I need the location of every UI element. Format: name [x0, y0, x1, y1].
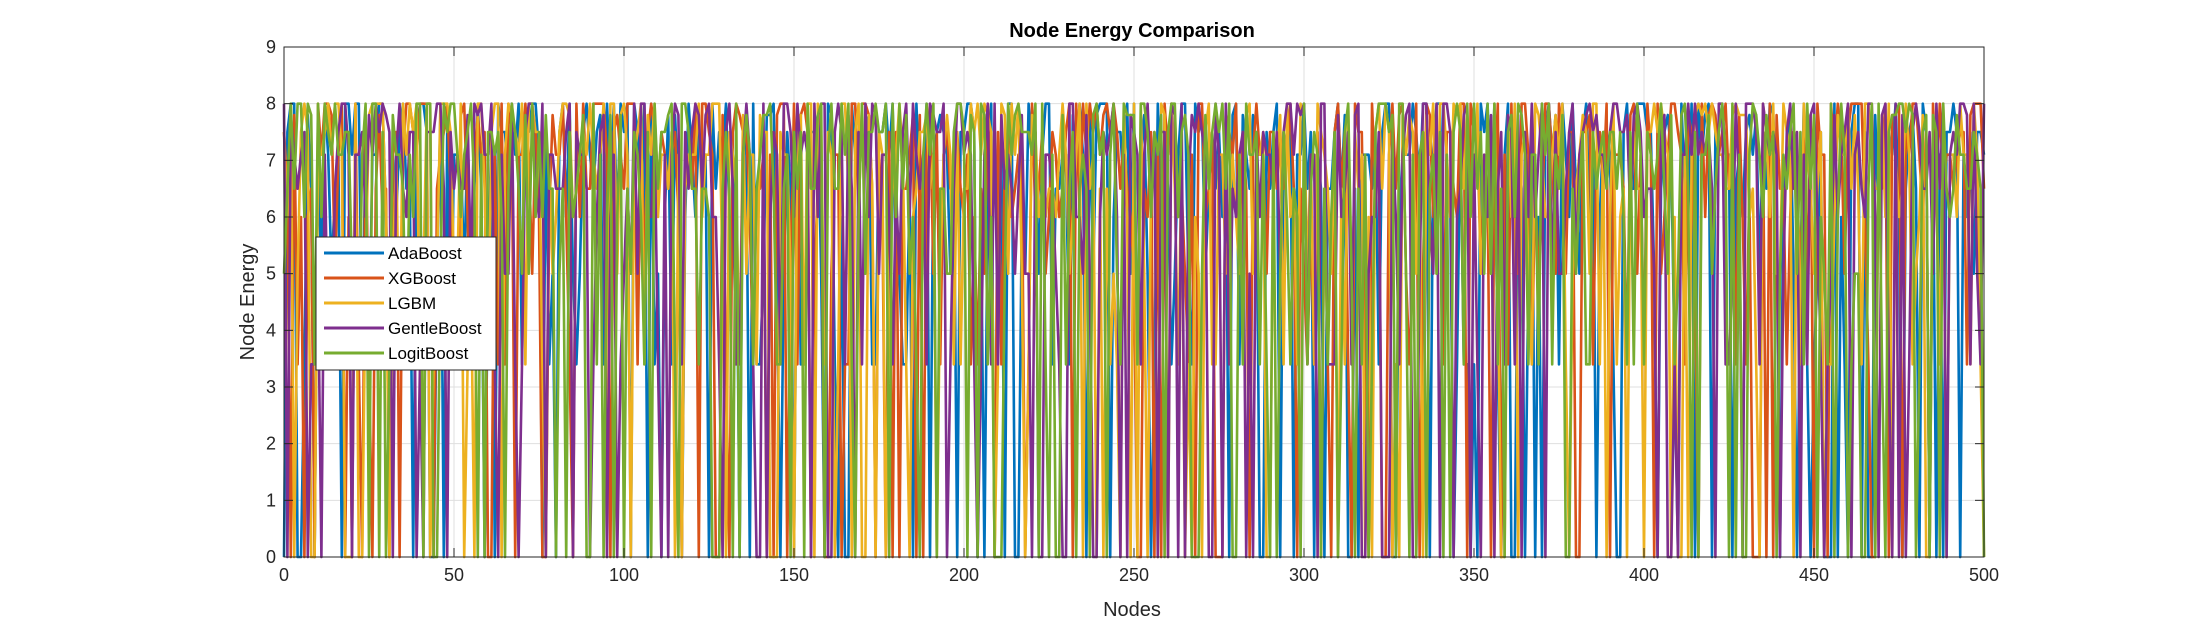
- legend-label-lgbm: LGBM: [388, 294, 436, 313]
- y-tick-label: 1: [266, 490, 276, 510]
- x-tick-label: 350: [1459, 565, 1489, 585]
- y-tick-label: 6: [266, 207, 276, 227]
- x-tick-label: 150: [779, 565, 809, 585]
- x-tick-label: 100: [609, 565, 639, 585]
- x-tick-label: 300: [1289, 565, 1319, 585]
- x-tick-label: 250: [1119, 565, 1149, 585]
- y-tick-label: 3: [266, 377, 276, 397]
- y-tick-label: 0: [266, 547, 276, 567]
- legend-label-gentleboost: GentleBoost: [388, 319, 482, 338]
- y-axis-label: Node Energy: [237, 244, 259, 361]
- x-axis-label: Nodes: [1103, 599, 1161, 621]
- series-line-logitboost: [282, 102, 1986, 559]
- chart-title: Node Energy Comparison: [1009, 20, 1255, 42]
- y-tick-label: 5: [266, 264, 276, 284]
- y-tick-label: 8: [266, 94, 276, 114]
- x-tick-label: 0: [279, 565, 289, 585]
- y-tick-label: 9: [266, 37, 276, 57]
- x-tick-label: 450: [1799, 565, 1829, 585]
- x-tick-label: 500: [1969, 565, 1999, 585]
- legend-label-logitboost: LogitBoost: [388, 344, 469, 363]
- y-tick-label: 7: [266, 150, 276, 170]
- x-tick-label: 200: [949, 565, 979, 585]
- y-tick-label: 2: [266, 434, 276, 454]
- series-line-lgbm: [282, 102, 1986, 559]
- legend-label-xgboost: XGBoost: [388, 269, 456, 288]
- x-tick-label: 50: [444, 565, 464, 585]
- x-tick-label: 400: [1629, 565, 1659, 585]
- y-tick-label: 4: [266, 320, 276, 340]
- legend: AdaBoost XGBoost LGBM GentleBoost LogitBoost: [315, 236, 497, 371]
- series-lines: [282, 102, 1986, 559]
- axis-ticks: 0 50 100 150 200 250 300 350 400 450 500 0 1 2 3 4 5 6 7 8 9: [266, 37, 1999, 585]
- legend-label-adaboost: AdaBoost: [388, 244, 462, 263]
